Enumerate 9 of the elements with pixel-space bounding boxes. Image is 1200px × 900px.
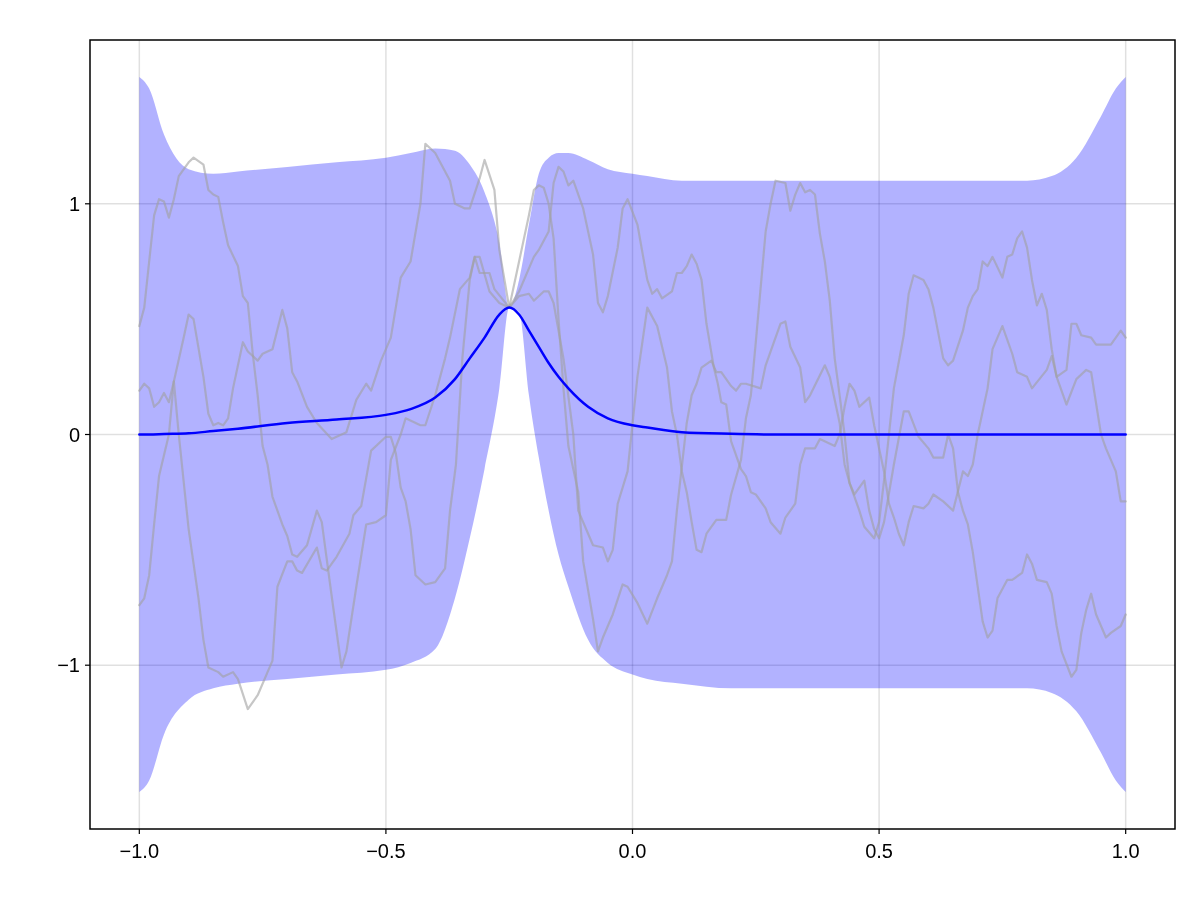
x-tick-label: 0.0 <box>618 840 647 862</box>
x-tick-label: −1.0 <box>119 840 160 862</box>
y-tick-label: 1 <box>68 192 80 215</box>
y-tick-label: −1 <box>57 654 80 677</box>
line-series <box>138 306 1127 436</box>
x-tick-label: 0.5 <box>865 840 893 862</box>
x-tick-label: −0.5 <box>366 840 406 862</box>
y-tick-label: 0 <box>68 423 80 446</box>
x-tick-label: 1.0 <box>1111 840 1140 862</box>
